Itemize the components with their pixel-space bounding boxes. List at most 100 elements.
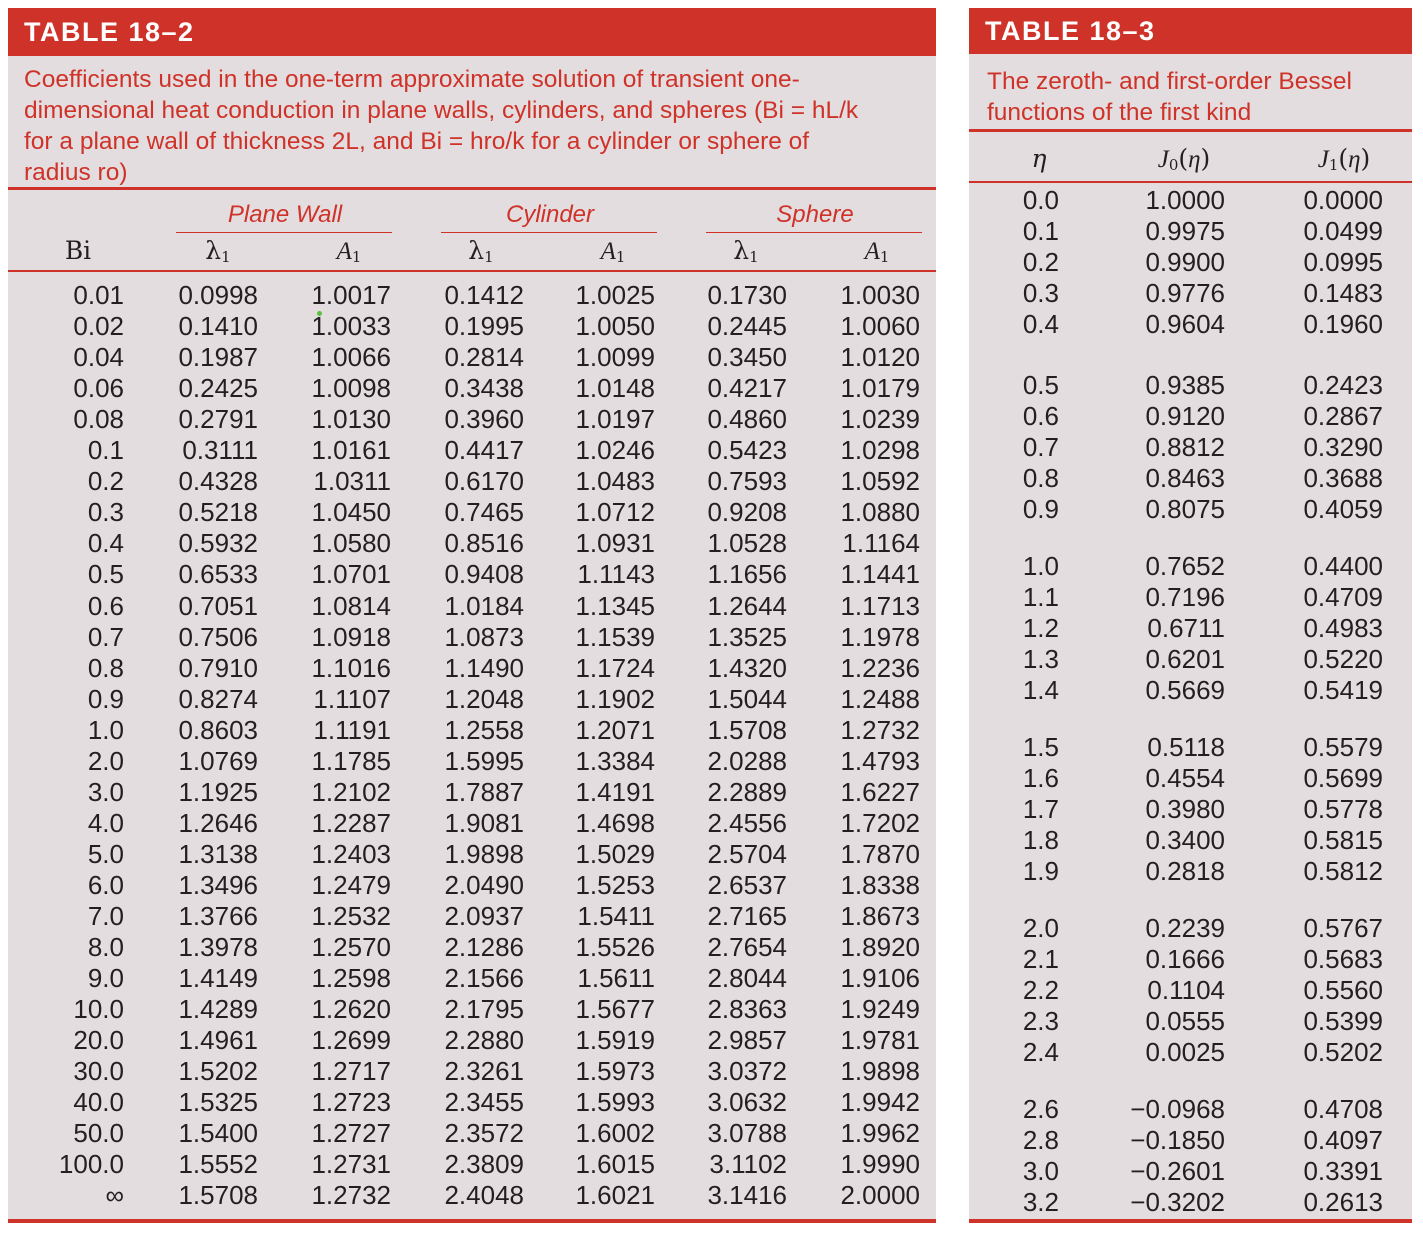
cell-plane-wall-lambda1: 0.7506: [178, 621, 258, 652]
cell-cylinder-lambda1: 1.9081: [444, 807, 524, 838]
cell-sphere-a1: 1.9898: [840, 1056, 920, 1087]
cell-cylinder-lambda1: 2.3455: [444, 1087, 524, 1118]
cell-cylinder-a1: 1.2071: [575, 714, 655, 745]
cell-plane-wall-a1: 1.0450: [311, 497, 391, 528]
cell-cylinder-a1: 1.5526: [575, 932, 655, 963]
cell-cylinder-a1: 1.0931: [575, 528, 655, 559]
cell-eta: 0.9: [1022, 494, 1059, 524]
cell-bi: 9.0: [87, 963, 124, 994]
cell-bi: 20.0: [73, 1025, 124, 1056]
cell-sphere-a1: 1.2732: [840, 714, 920, 745]
cell-j1: 0.3688: [1303, 463, 1383, 493]
cell-plane-wall-lambda1: 1.3978: [178, 932, 258, 963]
cell-cylinder-a1: 1.0246: [575, 435, 655, 466]
cell-plane-wall-a1: 1.2723: [311, 1087, 391, 1118]
cell-sphere-lambda1: 2.5704: [707, 838, 787, 869]
cell-sphere-a1: 1.0060: [840, 311, 920, 342]
cell-cylinder-a1: 1.5993: [575, 1087, 655, 1118]
cell-sphere-a1: 1.9962: [840, 1118, 920, 1149]
cell-j1: 0.2613: [1303, 1187, 1383, 1217]
cell-plane-wall-lambda1: 0.5218: [178, 497, 258, 528]
table-18-2-bottom-rule: [8, 1219, 936, 1223]
cell-cylinder-a1: 1.4698: [575, 807, 655, 838]
table-18-3: TABLE 18–3 The zeroth- and first-order B…: [969, 8, 1412, 1222]
cell-sphere-lambda1: 1.3525: [707, 621, 787, 652]
marker-dot: [317, 311, 322, 316]
cell-sphere-a1: 1.9106: [840, 963, 920, 994]
cell-cylinder-lambda1: 0.1412: [444, 280, 524, 310]
cell-j1: 0.0499: [1303, 216, 1383, 246]
cell-cylinder-lambda1: 2.1795: [444, 994, 524, 1025]
cell-j0: 0.5118: [1147, 732, 1225, 762]
cell-plane-wall-lambda1: 1.4289: [178, 994, 258, 1025]
cell-sphere-a1: 1.0880: [840, 497, 920, 528]
cell-sphere-lambda1: 3.0372: [707, 1056, 787, 1087]
cell-j0: 0.4554: [1145, 763, 1225, 793]
cell-sphere-a1: 1.1978: [840, 621, 920, 652]
cell-bi: 0.01: [73, 280, 124, 310]
cell-eta: 2.8: [1022, 1125, 1059, 1155]
cell-cylinder-lambda1: 0.9408: [444, 559, 524, 590]
cell-bi: 4.0: [87, 807, 124, 838]
cell-j0: 0.0025: [1145, 1037, 1225, 1067]
cell-j1: 0.5399: [1303, 1006, 1383, 1036]
cell-j1: 0.5767: [1303, 913, 1383, 943]
cell-j0: 0.1666: [1145, 944, 1225, 974]
cell-bi: 100.0: [58, 1149, 124, 1180]
cell-sphere-a1: 1.8673: [840, 901, 920, 931]
cell-cylinder-lambda1: 0.2814: [444, 342, 524, 373]
cell-j1: 0.5683: [1303, 944, 1383, 974]
cell-plane-wall-lambda1: 1.3138: [178, 838, 258, 869]
cell-cylinder-a1: 1.5029: [575, 838, 655, 869]
cell-eta: 0.1: [1022, 216, 1059, 246]
column-header-j1: J1(η): [1317, 144, 1371, 174]
cell-sphere-a1: 1.0298: [840, 435, 920, 466]
cell-bi: 0.4: [87, 528, 124, 559]
header-divider: [8, 270, 936, 272]
cell-cylinder-a1: 1.6002: [575, 1118, 655, 1149]
cell-plane-wall-lambda1: 1.0769: [178, 745, 258, 776]
column-header-j0: J0(η): [1157, 144, 1211, 174]
cell-j1: 0.4097: [1303, 1125, 1383, 1155]
cell-cylinder-lambda1: 2.2880: [444, 1025, 524, 1056]
cell-plane-wall-a1: 1.0918: [311, 621, 391, 652]
cell-j1: 0.5419: [1303, 675, 1383, 705]
cell-j1: 0.4059: [1303, 494, 1383, 524]
cell-cylinder-lambda1: 2.1286: [444, 932, 524, 963]
cell-j0: 0.0555: [1145, 1006, 1225, 1036]
cell-cylinder-lambda1: 1.5995: [444, 745, 524, 776]
cell-plane-wall-a1: 1.0033: [311, 311, 391, 342]
cell-plane-wall-lambda1: 0.6533: [178, 559, 258, 590]
cell-bi: 50.0: [73, 1118, 124, 1149]
cell-plane-wall-a1: 1.2731: [311, 1149, 391, 1180]
cell-bi: 0.6: [87, 590, 124, 621]
cell-cylinder-a1: 1.0050: [575, 311, 655, 342]
cell-eta: 3.0: [1022, 1156, 1059, 1186]
cell-j0: 0.3400: [1145, 825, 1225, 855]
cell-plane-wall-a1: 1.1191: [313, 714, 391, 745]
cell-eta: 2.4: [1022, 1037, 1059, 1067]
cell-cylinder-lambda1: 1.0873: [444, 621, 524, 652]
cell-sphere-lambda1: 0.3450: [707, 342, 787, 373]
cell-sphere-a1: 1.9249: [840, 994, 920, 1025]
table-18-2-caption: Coefficients used in the one-term approx…: [24, 64, 924, 188]
cell-j1: 0.2423: [1303, 370, 1383, 400]
cell-j0: −0.2601: [1130, 1156, 1225, 1186]
cell-plane-wall-lambda1: 0.8274: [178, 683, 258, 714]
cell-plane-wall-lambda1: 1.4961: [178, 1025, 258, 1056]
cell-sphere-lambda1: 1.5708: [707, 714, 787, 745]
caption-line: dimensional heat conduction in plane wal…: [24, 97, 859, 124]
cell-cylinder-lambda1: 0.3438: [444, 373, 524, 404]
cell-j0: 0.2818: [1145, 856, 1225, 886]
cell-plane-wall-lambda1: 1.5325: [178, 1087, 258, 1118]
cell-eta: 0.0: [1022, 185, 1059, 215]
cell-eta: 1.5: [1022, 732, 1059, 762]
cell-cylinder-a1: 1.3384: [575, 745, 655, 776]
cell-bi: 0.2: [87, 466, 124, 497]
cell-cylinder-lambda1: 2.1566: [444, 963, 524, 994]
group-underline: [441, 232, 657, 233]
cell-cylinder-a1: 1.1539: [575, 621, 655, 652]
cell-cylinder-a1: 1.5611: [577, 963, 655, 994]
cell-j0: 0.8463: [1145, 463, 1225, 493]
cell-sphere-a1: 1.1441: [840, 559, 920, 590]
